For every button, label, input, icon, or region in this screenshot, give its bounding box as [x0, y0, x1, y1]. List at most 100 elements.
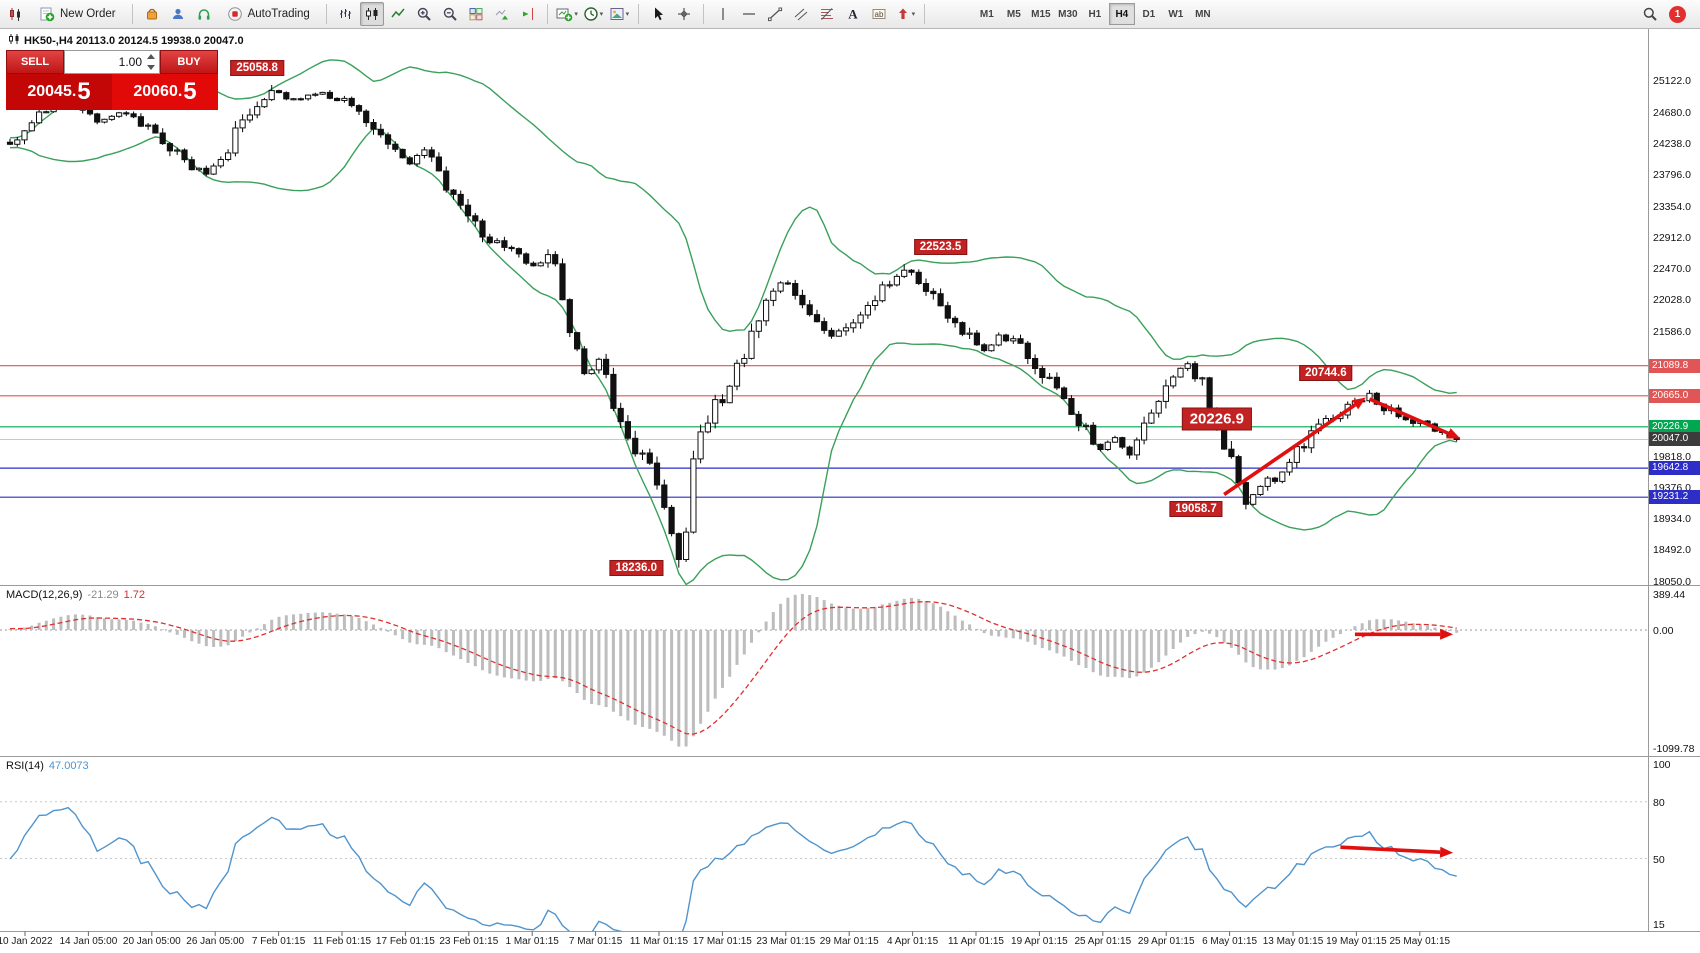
- price-axis-tick: 18492.0: [1653, 544, 1691, 557]
- one-click-trading-panel: SELL 1.00 BUY 20045. 5 20060. 5: [6, 50, 218, 110]
- price-axis-tick: 22912.0: [1653, 231, 1691, 244]
- new-order-label: New Order: [60, 8, 116, 20]
- price-axis-tick: 19818.0: [1653, 450, 1691, 463]
- svg-text:ab: ab: [874, 10, 883, 19]
- zoom-out-icon[interactable]: [438, 2, 462, 26]
- toolbar-separator: [923, 4, 925, 24]
- time-axis-label: 19 Apr 01:15: [1011, 936, 1068, 947]
- volume-down-icon[interactable]: [147, 65, 155, 70]
- volume-value[interactable]: 1.00: [118, 55, 142, 69]
- macd-scale-label: -1099.78: [1653, 743, 1695, 755]
- chart-ohlc-header: HK50-,H4 20113.0 20124.5 19938.0 20047.0: [8, 33, 244, 48]
- sell-price[interactable]: 20045. 5: [6, 74, 112, 110]
- time-axis-label: 23 Feb 01:15: [439, 936, 499, 947]
- trendline-tool-icon[interactable]: [763, 2, 787, 26]
- time-axis-label: 4 Apr 01:15: [887, 936, 939, 947]
- chevron-down-icon: ▾: [625, 11, 630, 18]
- chart-price-label: 19058.7: [1169, 501, 1223, 518]
- price-axis-tick: 18050.0: [1653, 575, 1691, 588]
- chart-price-label: 22523.5: [913, 239, 968, 256]
- time-axis-label: 26 Jan 05:00: [186, 936, 245, 947]
- timeframe-D1[interactable]: D1: [1136, 3, 1162, 25]
- time-axis-label: 11 Apr 01:15: [948, 936, 1004, 947]
- autotrading-label: AutoTrading: [247, 8, 310, 20]
- timeframe-H1[interactable]: H1: [1082, 3, 1108, 25]
- volume-spinner[interactable]: [145, 53, 157, 71]
- notifications-badge[interactable]: 1: [1669, 5, 1686, 23]
- chevron-down-icon: ▾: [574, 11, 578, 18]
- period-clock-icon[interactable]: ▾: [581, 2, 605, 26]
- time-axis-label: 25 Apr 01:15: [1074, 936, 1132, 947]
- template-icon[interactable]: ▾: [607, 2, 631, 26]
- vertical-line-tool-icon[interactable]: [711, 2, 735, 26]
- timeframe-M1[interactable]: M1: [974, 3, 1000, 25]
- time-axis-label: 11 Mar 01:15: [629, 936, 689, 947]
- price-axis-tick: 23796.0: [1653, 169, 1691, 182]
- timeframe-M15[interactable]: M15: [1028, 3, 1054, 25]
- buy-button[interactable]: BUY: [160, 50, 218, 74]
- buy-price[interactable]: 20060. 5: [112, 74, 218, 110]
- market-icon[interactable]: [140, 2, 164, 26]
- chevron-down-icon: ▾: [599, 11, 604, 18]
- autotrading-icon: [227, 6, 243, 22]
- toolbar-separator: [637, 4, 639, 24]
- trade-panel-controls: SELL 1.00 BUY: [6, 50, 218, 74]
- vps-icon[interactable]: [192, 2, 216, 26]
- price-axis-tick: 23354.0: [1653, 200, 1691, 213]
- new-order-button[interactable]: New Order: [30, 2, 125, 26]
- timeframe-M30[interactable]: M30: [1055, 3, 1081, 25]
- channel-tool-icon[interactable]: [789, 2, 813, 26]
- time-axis-label: 20 Jan 05:00: [122, 936, 181, 947]
- volume-up-icon[interactable]: [147, 54, 155, 59]
- timeframe-group: M1 M5 M15 M30 H1 H4 D1 W1 MN: [974, 3, 1216, 25]
- chart-shift-icon[interactable]: [516, 2, 540, 26]
- text-tool-icon[interactable]: A: [841, 2, 865, 26]
- time-axis-label: 1 Mar 01:15: [505, 936, 559, 947]
- rsi-scale-label: 15: [1653, 919, 1665, 931]
- candlestick-chart-icon[interactable]: [359, 2, 384, 26]
- time-axis-label: 17 Mar 01:15: [692, 936, 752, 947]
- fibonacci-tool-icon[interactable]: [815, 2, 839, 26]
- price-level-tag: 19642.8: [1649, 461, 1700, 476]
- search-icon[interactable]: [1638, 2, 1662, 26]
- timeframe-MN[interactable]: MN: [1190, 3, 1216, 25]
- rsi-indicator-label: RSI(14) 47.0073: [6, 760, 89, 772]
- zoom-in-icon[interactable]: [412, 2, 436, 26]
- new-chart-icon[interactable]: ▾: [555, 2, 579, 26]
- volume-input[interactable]: 1.00: [64, 50, 160, 74]
- candlestick-icon: [8, 33, 20, 48]
- macd-name: MACD(12,26,9): [6, 589, 83, 601]
- trade-panel-prices: 20045. 5 20060. 5: [6, 74, 218, 110]
- crosshair-icon[interactable]: [672, 2, 696, 26]
- cursor-icon[interactable]: [646, 2, 670, 26]
- timeframe-W1[interactable]: W1: [1163, 3, 1189, 25]
- horizontal-line-tool-icon[interactable]: [737, 2, 761, 26]
- current-price-tag: 20047.0: [1649, 432, 1700, 447]
- sell-button[interactable]: SELL: [6, 50, 64, 74]
- arrows-tool-icon[interactable]: ▾: [893, 2, 917, 26]
- timeframe-H4[interactable]: H4: [1108, 3, 1135, 25]
- autotrading-button[interactable]: AutoTrading: [218, 2, 319, 26]
- price-level-tag: 19231.2: [1649, 490, 1700, 505]
- timeframe-M5[interactable]: M5: [1001, 3, 1027, 25]
- new-order-icon: [39, 6, 55, 22]
- price-axis-tick: 22028.0: [1653, 294, 1691, 307]
- chart-price-label: 18236.0: [609, 559, 664, 576]
- label-tool-icon[interactable]: ab: [867, 2, 891, 26]
- signals-icon[interactable]: [166, 2, 190, 26]
- macd-scale-label: 389.44: [1653, 589, 1686, 601]
- price-axis-tick: 25122.0: [1653, 75, 1691, 88]
- auto-scroll-icon[interactable]: [490, 2, 514, 26]
- price-level-tag: 21089.8: [1649, 358, 1700, 373]
- chart-price-label: 20226.9: [1181, 407, 1252, 431]
- price-axis-tick: 21586.0: [1653, 325, 1691, 338]
- tile-windows-icon[interactable]: [464, 2, 488, 26]
- toolbar-separator: [131, 4, 133, 24]
- buy-price-main: 20060.: [133, 83, 183, 100]
- line-chart-icon[interactable]: [386, 2, 410, 26]
- bar-chart-icon[interactable]: [334, 2, 358, 26]
- svg-text:A: A: [848, 7, 858, 22]
- chart-window-icon: [4, 2, 28, 26]
